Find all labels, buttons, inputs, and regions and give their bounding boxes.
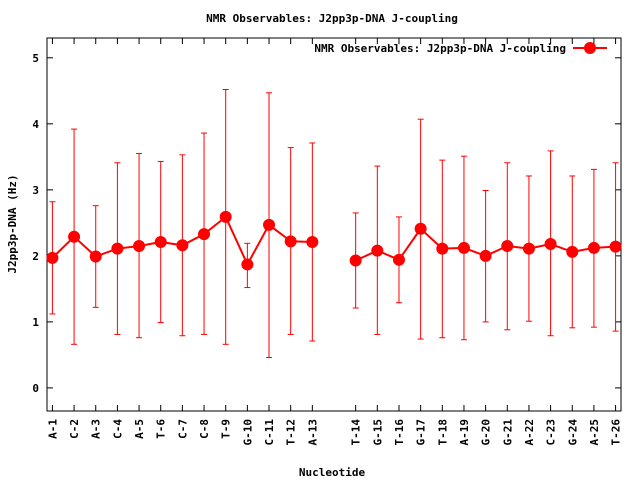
- x-tick-label: G-10: [241, 419, 254, 446]
- data-point: [176, 239, 189, 252]
- y-axis: 0 1 2 3 4 5: [32, 52, 621, 395]
- data-point: [501, 239, 514, 252]
- x-tick-label: A-3: [90, 419, 103, 439]
- data-point: [392, 253, 405, 266]
- legend-marker: [584, 42, 596, 54]
- data-point: [154, 235, 167, 248]
- x-tick-label: A-25: [588, 419, 601, 446]
- data-point: [133, 239, 146, 252]
- data-point: [609, 240, 622, 253]
- data-point: [566, 245, 579, 258]
- data-point: [263, 218, 276, 231]
- x-tick-label: T-6: [155, 419, 168, 439]
- x-axis: A-1 C-2 A-3 C-4 A-5 T-6 C-7 C-8 T-9 G-10 C-11 T-12 A…: [46, 38, 623, 446]
- y-tick-label: 0: [32, 382, 39, 395]
- x-tick-label: C-4: [111, 419, 124, 439]
- x-tick-label: C-7: [176, 419, 189, 439]
- data-point: [544, 237, 557, 250]
- data-point: [479, 249, 492, 262]
- data-point: [587, 241, 600, 254]
- x-tick-label: C-23: [545, 419, 558, 446]
- y-tick-label: 4: [32, 118, 39, 131]
- data-point: [306, 235, 319, 248]
- x-tick-label: G-17: [415, 419, 428, 446]
- data-point: [457, 241, 470, 254]
- legend-label: NMR Observables: J2pp3p-DNA J-coupling: [314, 42, 566, 55]
- x-tick-label: A-19: [458, 419, 471, 446]
- data-point: [436, 242, 449, 255]
- x-tick-label: A-13: [306, 419, 319, 446]
- x-tick-label: T-26: [610, 419, 623, 446]
- x-tick-label: G-21: [501, 419, 514, 446]
- y-tick-label: 3: [32, 184, 39, 197]
- data-point: [522, 242, 535, 255]
- y-tick-label: 2: [32, 250, 39, 263]
- y-axis-label: J2pp3p-DNA (Hz): [6, 174, 19, 273]
- y-tick-label: 5: [32, 52, 39, 65]
- x-tick-label: C-2: [68, 419, 81, 439]
- x-tick-label: A-5: [133, 419, 146, 439]
- data-point: [198, 228, 211, 241]
- x-tick-label: C-8: [198, 419, 211, 439]
- data-point: [414, 222, 427, 235]
- x-tick-label: G-20: [480, 419, 493, 446]
- data-point: [284, 235, 297, 248]
- x-tick-label: T-9: [220, 419, 233, 439]
- x-tick-label: A-1: [46, 419, 59, 439]
- x-tick-label: C-11: [263, 419, 276, 446]
- data-point: [68, 230, 81, 243]
- data-point: [241, 258, 254, 271]
- x-tick-label: T-14: [350, 419, 363, 446]
- plot-frame: [46, 37, 622, 412]
- data-point: [371, 244, 384, 257]
- series-layer: [46, 88, 622, 359]
- y-tick-label: 1: [32, 316, 39, 329]
- x-tick-label: G-15: [371, 419, 384, 446]
- x-tick-label: G-24: [566, 419, 579, 446]
- chart-title: NMR Observables: J2pp3p-DNA J-coupling: [206, 12, 458, 25]
- data-point: [46, 251, 59, 264]
- x-tick-label: A-22: [523, 419, 536, 446]
- data-point: [111, 242, 124, 255]
- x-tick-label: T-16: [393, 419, 406, 446]
- data-point: [349, 254, 362, 267]
- x-tick-label: T-12: [285, 419, 298, 446]
- data-point: [89, 250, 102, 263]
- x-axis-label: Nucleotide: [299, 466, 366, 479]
- data-point: [219, 210, 232, 223]
- legend: NMR Observables: J2pp3p-DNA J-coupling: [314, 42, 607, 55]
- x-tick-label: T-18: [436, 419, 449, 446]
